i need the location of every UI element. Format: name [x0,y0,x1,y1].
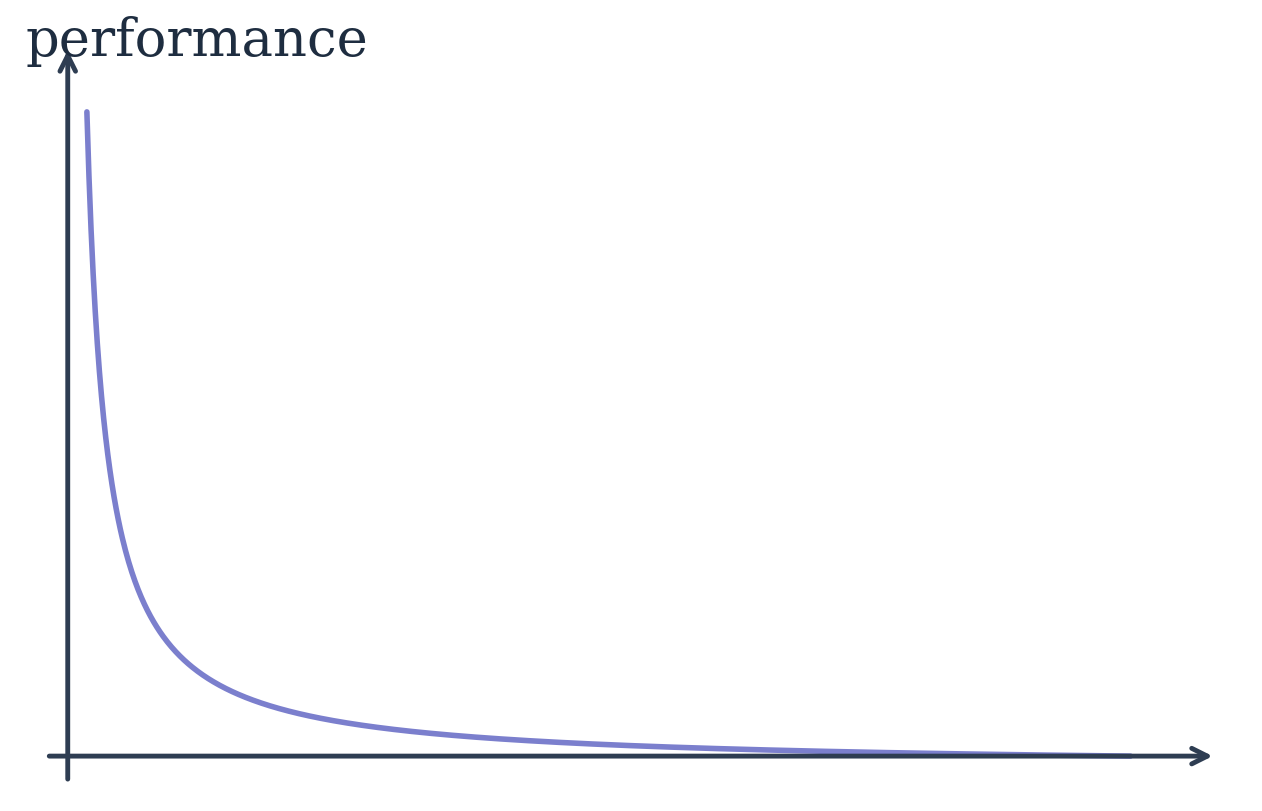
Text: performance: performance [25,16,369,67]
